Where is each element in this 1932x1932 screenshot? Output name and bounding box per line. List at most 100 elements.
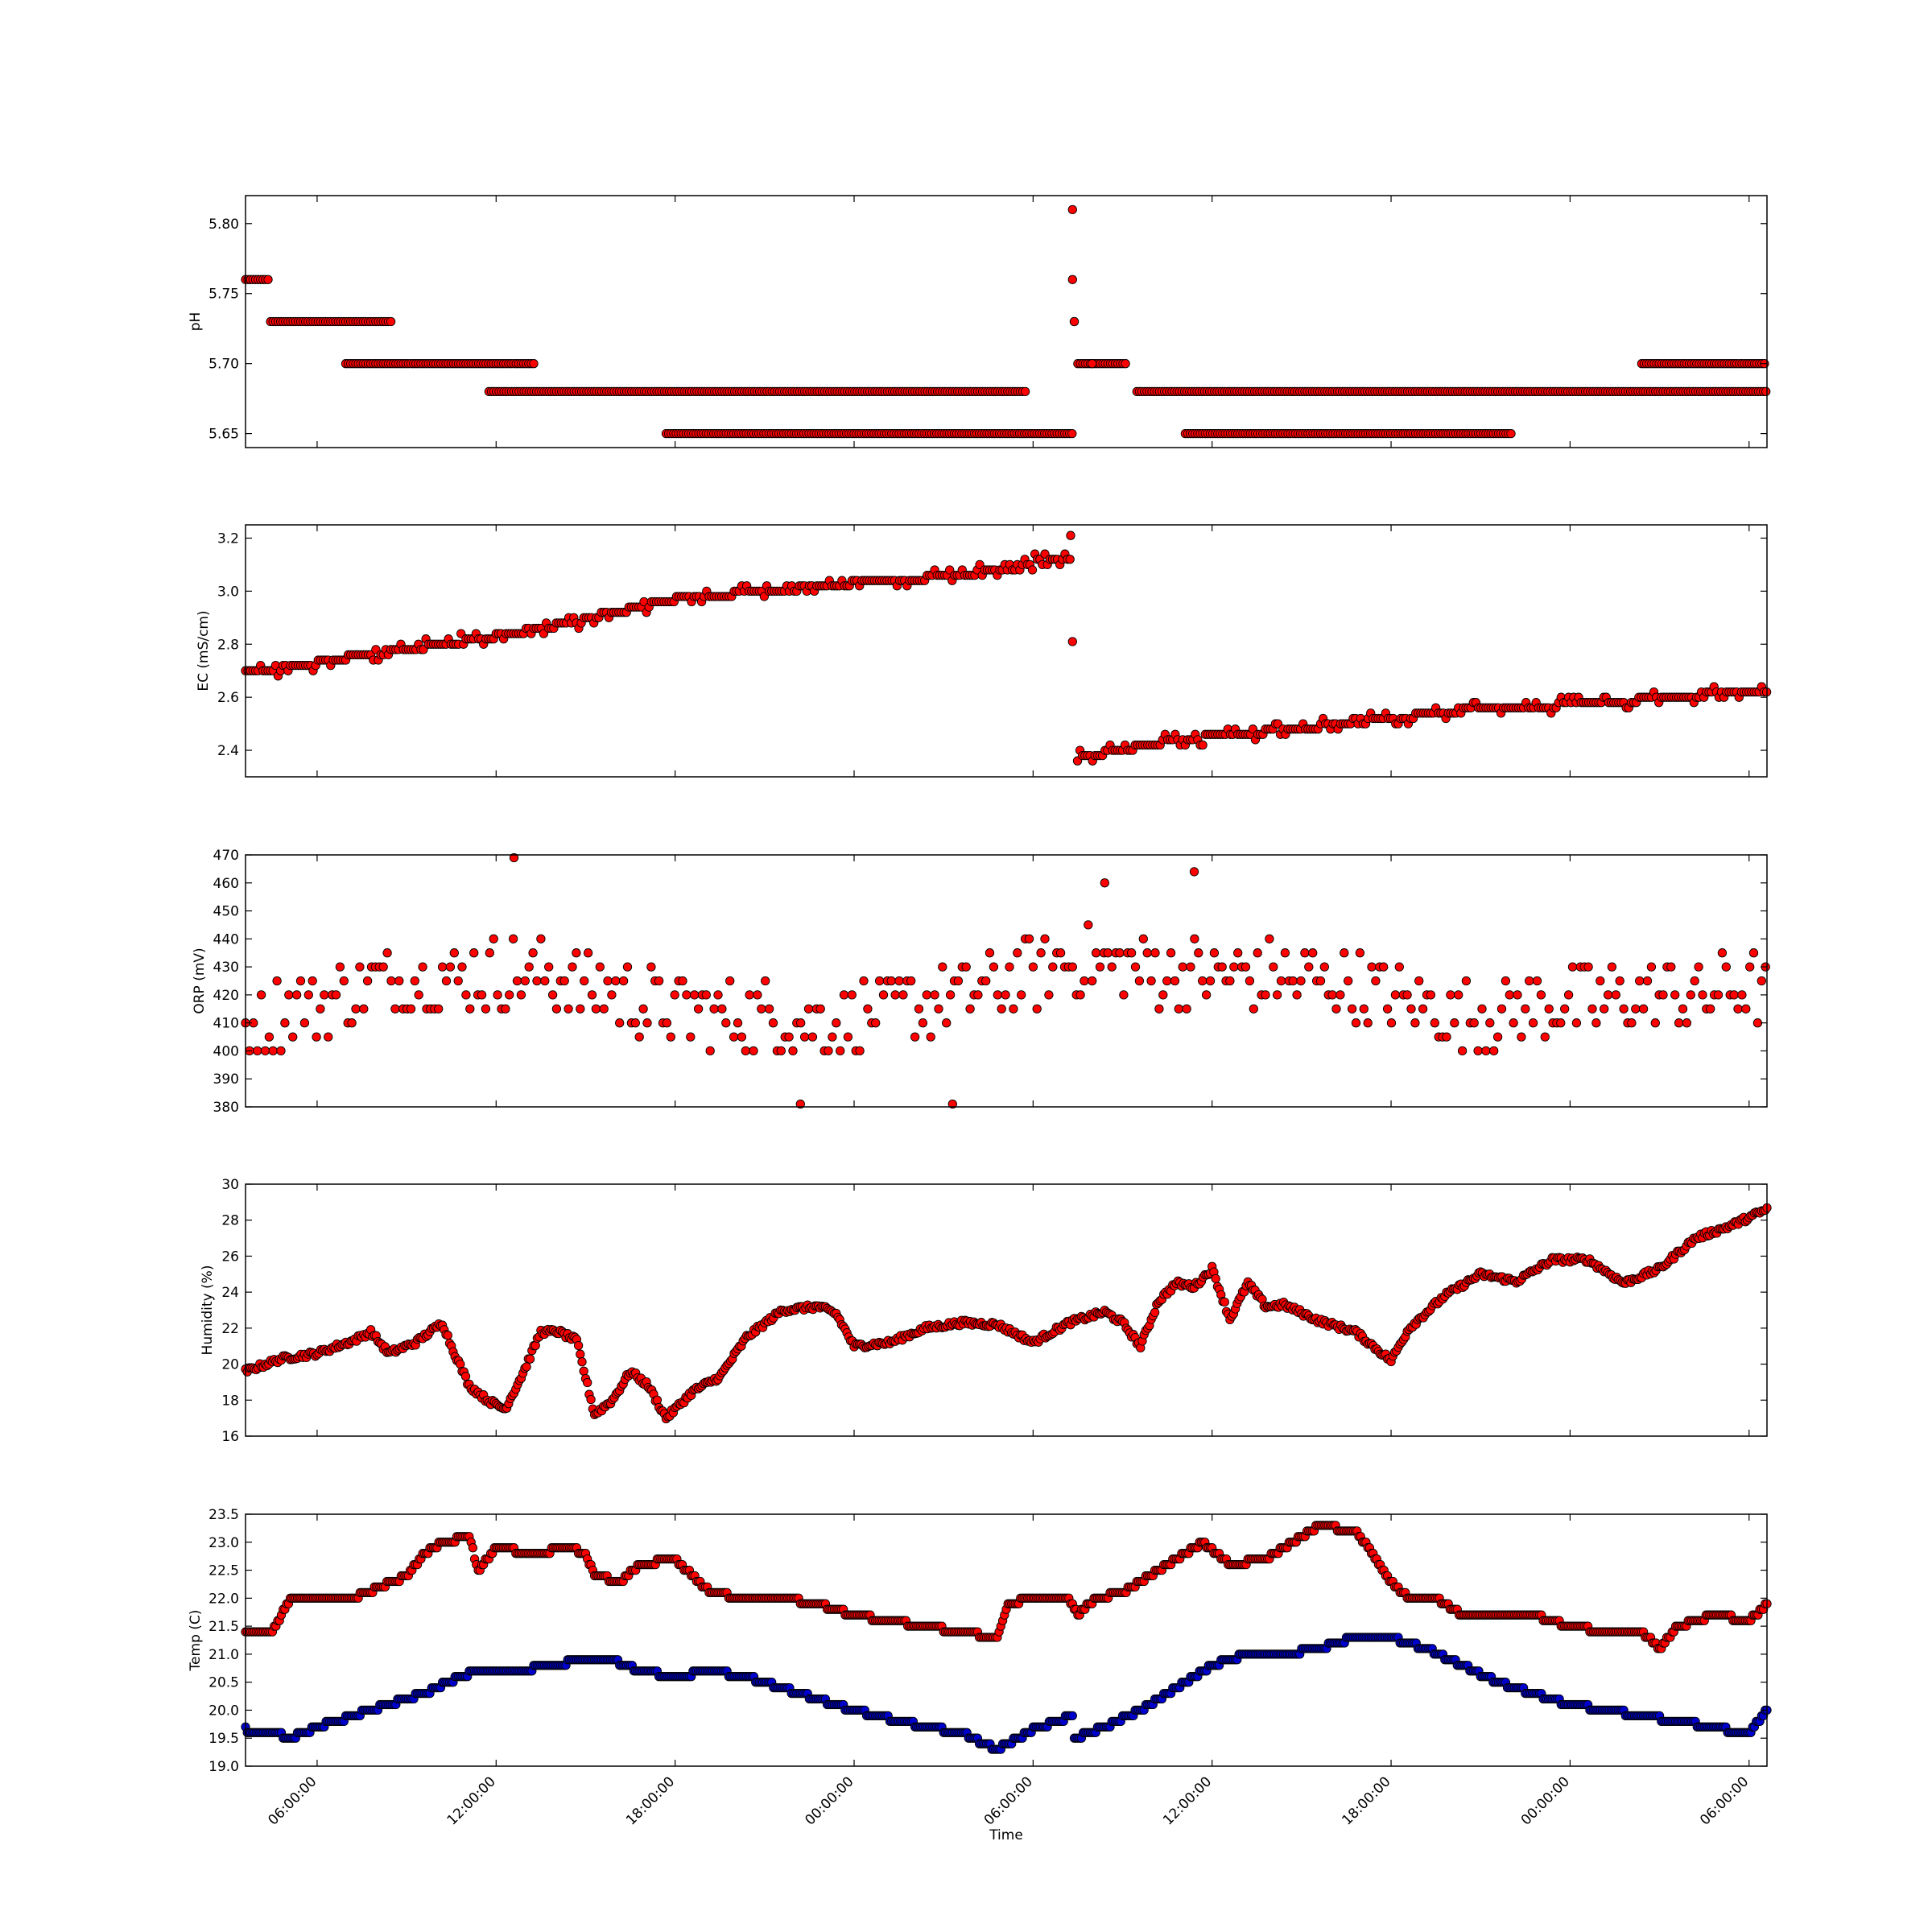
data-point: [874, 976, 885, 986]
data-point: [934, 1004, 943, 1013]
data-point: [1154, 1004, 1164, 1013]
data-point: [1583, 962, 1593, 972]
x-tick-label: 12:00:00: [444, 1773, 499, 1828]
data-point: [1020, 386, 1030, 397]
y-tick-label: 19.0: [208, 1759, 239, 1775]
data-point: [1001, 990, 1010, 1000]
data-point: [1280, 948, 1290, 958]
data-point: [1485, 1018, 1495, 1028]
data-point: [528, 948, 538, 958]
y-tick-label: 22.0: [208, 1591, 239, 1607]
data-point: [1638, 1004, 1649, 1013]
data-point: [441, 976, 452, 986]
data-point: [910, 1032, 920, 1042]
y-tick-label: 22: [221, 1321, 239, 1337]
data-point: [1410, 1018, 1420, 1028]
data-point: [1509, 1018, 1518, 1028]
x-tick-label: 00:00:00: [802, 1773, 857, 1828]
y-tick-label: 5.80: [208, 217, 239, 233]
y-tick-label: 5.65: [208, 427, 239, 443]
data-point: [1229, 962, 1239, 972]
y-tick-label: 450: [213, 904, 239, 920]
data-point: [1698, 990, 1707, 1000]
data-point: [1481, 1046, 1491, 1056]
data-point: [1205, 976, 1216, 986]
data-point: [1335, 990, 1345, 1000]
data-points: [241, 852, 1770, 1109]
data-point: [1446, 990, 1455, 1000]
y-tick-label: 20.0: [208, 1703, 239, 1719]
outlier-point: [1067, 204, 1077, 215]
data-point: [1733, 1004, 1743, 1013]
outlier-point: [1100, 878, 1109, 888]
outlier-point: [1066, 530, 1075, 540]
data-point: [1134, 976, 1145, 986]
data-point: [981, 976, 991, 986]
data-point: [1048, 962, 1058, 972]
data-point: [799, 1032, 810, 1042]
data-point: [568, 962, 577, 972]
data-point: [1658, 990, 1668, 1000]
data-point: [1121, 359, 1130, 369]
data-point: [1115, 948, 1125, 958]
data-point: [1331, 1004, 1341, 1013]
data-point: [1635, 976, 1645, 986]
data-point: [316, 1004, 325, 1013]
y-tick-label: 470: [213, 848, 239, 864]
data-point: [1367, 962, 1377, 972]
data-point: [386, 976, 396, 986]
data-point: [268, 1046, 278, 1056]
data-point: [1536, 990, 1546, 1000]
data-point: [256, 990, 266, 1000]
data-point: [536, 934, 546, 943]
data-point: [630, 1018, 640, 1028]
y-tick-label: 18: [221, 1393, 239, 1409]
data-point: [577, 1357, 587, 1367]
data-point: [1119, 990, 1129, 1000]
data-point: [603, 976, 613, 986]
data-point: [863, 1004, 873, 1013]
data-point: [576, 1004, 585, 1013]
data-point: [1027, 565, 1038, 575]
data-point: [1347, 1004, 1357, 1013]
data-point: [733, 1018, 743, 1028]
y-tick-label: 410: [213, 1016, 239, 1032]
data-point: [1158, 990, 1168, 1000]
data-point: [642, 1018, 652, 1028]
data-points: [241, 1203, 1772, 1424]
data-point: [847, 990, 857, 1000]
data-point: [382, 948, 392, 958]
data-point: [1678, 1004, 1688, 1013]
data-point: [280, 1018, 290, 1028]
data-point: [583, 1377, 592, 1388]
data-point: [1103, 948, 1113, 958]
y-tick-label: 3.2: [217, 530, 239, 547]
x-tick-label: 12:00:00: [1160, 1773, 1215, 1828]
y-tick-label: 22.5: [208, 1563, 239, 1579]
data-point: [1130, 962, 1141, 972]
data-point: [1670, 990, 1680, 1000]
y-tick-label: 21.0: [208, 1647, 239, 1663]
data-points: [241, 530, 1772, 766]
data-point: [339, 976, 349, 986]
data-point: [501, 1004, 510, 1013]
data-point: [1706, 1004, 1715, 1013]
data-point: [1713, 990, 1724, 1000]
data-point: [1265, 934, 1274, 943]
data-point: [512, 976, 522, 986]
data-point: [414, 990, 423, 1000]
data-point: [1344, 976, 1353, 986]
data-point: [1501, 976, 1511, 986]
y-tick-label: 30: [221, 1177, 239, 1193]
y-tick-label: 460: [213, 876, 239, 892]
data-point: [682, 990, 691, 1000]
data-point: [453, 976, 463, 986]
y-tick-label: 3.0: [217, 584, 239, 600]
data-point: [1253, 948, 1262, 958]
data-point: [573, 1340, 584, 1351]
data-point: [1390, 990, 1401, 1000]
data-point: [1245, 976, 1255, 986]
data-point: [945, 990, 956, 1000]
data-point: [295, 976, 306, 986]
y-axis-label: Temp (C): [188, 1610, 204, 1672]
